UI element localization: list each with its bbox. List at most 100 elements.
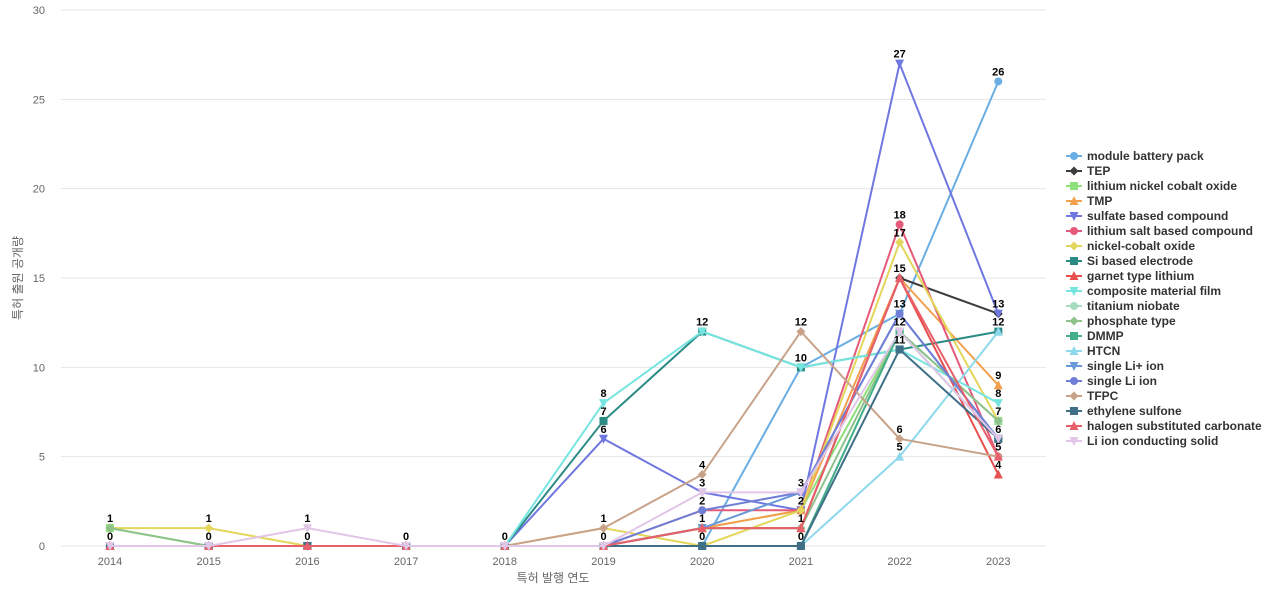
data-point xyxy=(993,380,1003,390)
legend-label: lithium nickel cobalt oxide xyxy=(1087,179,1237,193)
series-line xyxy=(110,348,999,547)
legend-item[interactable]: titanium niobate xyxy=(1066,299,1180,313)
legend-item[interactable]: single Li+ ion xyxy=(1066,359,1164,373)
data-point xyxy=(302,524,312,534)
data-label: 0 xyxy=(403,531,409,543)
legend-item[interactable]: TFPC xyxy=(1066,389,1119,403)
legend-item[interactable]: lithium nickel cobalt oxide xyxy=(1066,179,1237,193)
data-point xyxy=(204,523,214,533)
data-label: 4 xyxy=(699,460,706,472)
data-label: 7 xyxy=(995,406,1001,418)
data-label: 6 xyxy=(995,424,1001,436)
data-point xyxy=(105,523,115,533)
data-point xyxy=(895,220,904,229)
data-point xyxy=(796,363,806,373)
series-line xyxy=(110,81,1000,547)
legend-item[interactable]: garnet type lithium xyxy=(1066,269,1194,283)
legend-marker xyxy=(1069,287,1079,296)
x-tick-label: 2016 xyxy=(295,556,319,568)
y-tick-label: 30 xyxy=(33,5,45,17)
legend-item[interactable]: lithium salt based compound xyxy=(1066,224,1253,238)
data-label: 12 xyxy=(893,317,905,329)
y-tick-label: 5 xyxy=(39,452,45,464)
data-point xyxy=(895,59,905,69)
legend-marker xyxy=(1069,346,1079,355)
data-point xyxy=(895,434,905,444)
legend-marker xyxy=(1070,182,1078,190)
series-line xyxy=(110,277,1000,547)
legend-item[interactable]: sulfate based compound xyxy=(1066,209,1228,223)
data-label: 12 xyxy=(795,317,807,329)
data-label: 11 xyxy=(894,334,906,346)
data-point xyxy=(599,434,608,444)
legend-marker xyxy=(1069,437,1079,446)
legend-item[interactable]: Si based electrode xyxy=(1066,254,1193,268)
legend-item[interactable]: single Li ion xyxy=(1066,374,1157,388)
x-tick-label: 2022 xyxy=(887,556,911,568)
data-label: 6 xyxy=(897,424,903,436)
x-tick-label: 2014 xyxy=(98,556,122,568)
legend-item[interactable]: HTCN xyxy=(1066,344,1120,358)
y-axis-title: 특허 출원 공개량 xyxy=(11,236,25,320)
legend-marker xyxy=(1070,152,1078,160)
data-point xyxy=(697,470,707,480)
data-label: 8 xyxy=(600,388,606,400)
y-tick-label: 25 xyxy=(33,94,45,106)
data-label: 27 xyxy=(893,49,905,61)
data-point xyxy=(796,327,806,337)
data-point xyxy=(993,434,1003,444)
legend-marker xyxy=(1070,302,1078,310)
legend-item[interactable]: TMP xyxy=(1066,194,1112,208)
legend-label: TEP xyxy=(1087,164,1110,178)
series-line xyxy=(110,312,1000,547)
data-label: 5 xyxy=(897,442,903,454)
data-point xyxy=(302,541,312,550)
legend-marker xyxy=(1070,407,1078,415)
data-label: 1 xyxy=(600,513,606,525)
data-label: 9 xyxy=(995,370,1001,382)
data-point xyxy=(697,327,707,337)
legend-label: DMMP xyxy=(1087,329,1124,343)
legend-label: Li ion conducting solid xyxy=(1087,434,1218,448)
data-point xyxy=(993,399,1003,409)
legend-item[interactable]: halogen substituted carbonate xyxy=(1066,419,1262,433)
legend-item[interactable]: Li ion conducting solid xyxy=(1066,434,1218,448)
data-point xyxy=(599,416,608,425)
data-label: 18 xyxy=(893,209,905,221)
legend-item[interactable]: nickel-cobalt oxide xyxy=(1066,239,1195,253)
data-point xyxy=(895,327,905,337)
data-label: 17 xyxy=(893,227,905,239)
data-point xyxy=(105,542,115,551)
data-label: 0 xyxy=(107,531,113,543)
data-label: 4 xyxy=(995,460,1002,472)
data-point xyxy=(697,523,707,533)
legend-marker xyxy=(1069,196,1079,205)
legend-marker xyxy=(1070,227,1078,235)
legend-label: ethylene sulfone xyxy=(1087,404,1182,418)
legend-label: TFPC xyxy=(1087,389,1119,403)
legend-label: module battery pack xyxy=(1087,149,1204,163)
legend-item[interactable]: composite material film xyxy=(1066,284,1221,298)
legend-item[interactable]: DMMP xyxy=(1066,329,1124,343)
legend-item[interactable]: TEP xyxy=(1066,164,1110,178)
data-point xyxy=(599,399,608,409)
legend-marker xyxy=(1069,421,1079,430)
y-tick-label: 0 xyxy=(39,541,45,553)
data-point xyxy=(796,542,805,550)
legend-label: HTCN xyxy=(1087,344,1120,358)
data-point xyxy=(599,523,608,533)
legend-marker xyxy=(1069,316,1079,326)
y-tick-label: 10 xyxy=(33,362,45,374)
legend-item[interactable]: module battery pack xyxy=(1066,149,1204,163)
legend-label: nickel-cobalt oxide xyxy=(1087,239,1195,253)
legend-label: composite material film xyxy=(1087,284,1221,298)
series-19 xyxy=(105,327,1003,551)
legend-item[interactable]: ethylene sulfone xyxy=(1066,404,1182,418)
series-line xyxy=(110,223,1000,547)
data-label: 7 xyxy=(600,406,606,418)
data-label: 2 xyxy=(699,495,705,507)
series-lines xyxy=(105,59,1003,551)
legend-item[interactable]: phosphate type xyxy=(1066,314,1176,328)
data-label: 3 xyxy=(699,477,705,489)
